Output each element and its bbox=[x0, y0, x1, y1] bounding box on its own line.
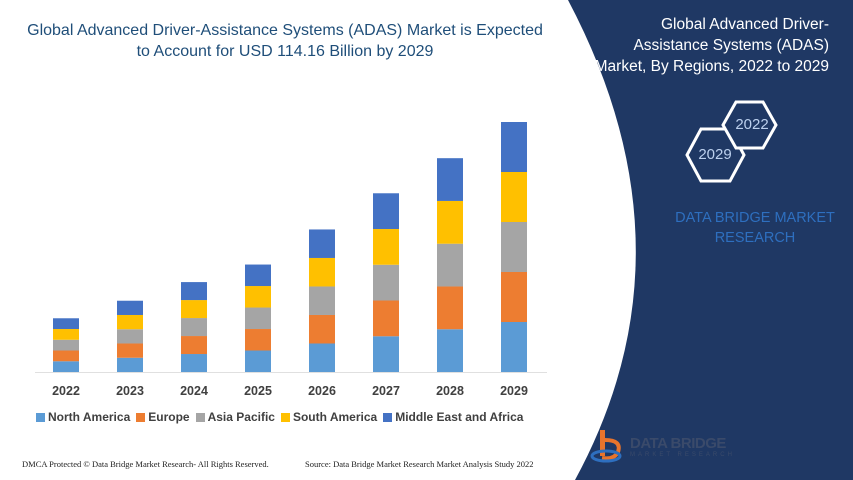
bar-2029-asia-pacific bbox=[501, 222, 527, 272]
bar-2026-south-america bbox=[309, 257, 335, 287]
side-panel-title: Global Advanced Driver-Assistance System… bbox=[594, 16, 829, 75]
bar-2028-south-america bbox=[437, 200, 463, 244]
bar-2022-middle-east-and-africa bbox=[53, 318, 79, 330]
bar-2025-middle-east-and-africa bbox=[245, 264, 271, 287]
logo-icon bbox=[590, 430, 622, 463]
legend-item: Europe bbox=[136, 410, 190, 424]
x-tick-label: 2024 bbox=[180, 384, 208, 398]
bar-2022-asia-pacific bbox=[53, 339, 79, 351]
bar-2024-north-america bbox=[181, 354, 207, 372]
bar-2028-asia-pacific bbox=[437, 243, 463, 287]
bar-2029-middle-east-and-africa bbox=[501, 122, 527, 172]
legend-item: North America bbox=[36, 410, 130, 424]
x-tick-label: 2023 bbox=[116, 384, 144, 398]
logo: DATA BRIDGE MARKET RESEARCH bbox=[590, 428, 735, 464]
x-tick-label: 2027 bbox=[372, 384, 400, 398]
legend-swatch bbox=[383, 412, 393, 422]
legend-item: South America bbox=[280, 410, 378, 424]
hex-label-2029: 2029 bbox=[698, 146, 732, 163]
brand-text: DATA BRIDGE MARKET RESEARCH bbox=[675, 210, 835, 246]
side-panel-bg bbox=[568, 0, 853, 480]
legend-swatch bbox=[136, 412, 146, 422]
chart-title: Global Advanced Driver-Assistance System… bbox=[27, 22, 543, 60]
x-tick-label: 2029 bbox=[500, 384, 528, 398]
bar-2023-south-america bbox=[117, 314, 143, 330]
bar-2027-middle-east-and-africa bbox=[373, 193, 399, 230]
bar-2027-south-america bbox=[373, 229, 399, 265]
bar-2022-europe bbox=[53, 350, 79, 362]
legend-label: Middle East and Africa bbox=[395, 410, 524, 424]
legend-swatch bbox=[195, 412, 205, 422]
bar-2022-south-america bbox=[53, 329, 79, 340]
bar-2025-asia-pacific bbox=[245, 307, 271, 330]
bar-2023-north-america bbox=[117, 357, 143, 372]
bar-2023-europe bbox=[117, 343, 143, 358]
x-tick-label: 2026 bbox=[308, 384, 336, 398]
legend-item: Asia Pacific bbox=[195, 410, 275, 424]
bar-2028-middle-east-and-africa bbox=[437, 158, 463, 201]
legend-item: Middle East and Africa bbox=[383, 410, 523, 424]
hexagon-2022 bbox=[721, 100, 778, 150]
bar-2027-europe bbox=[373, 300, 399, 337]
legend-swatch bbox=[280, 412, 290, 422]
bar-2029-south-america bbox=[501, 172, 527, 222]
legend-label: North America bbox=[48, 410, 131, 424]
chart-area: 2022 2023 2024 2025 2026 2027 2028 2029 bbox=[35, 122, 547, 398]
legend-label: Europe bbox=[148, 410, 190, 424]
bar-2022-north-america bbox=[53, 361, 79, 372]
legend-swatch bbox=[36, 412, 45, 422]
bar-2026-asia-pacific bbox=[309, 286, 335, 315]
bar-2023-middle-east-and-africa bbox=[117, 300, 143, 315]
footer-copyright: DMCA Protected © Data Bridge Market Rese… bbox=[22, 459, 269, 469]
bar-2029-europe bbox=[501, 272, 527, 322]
x-tick-label: 2022 bbox=[52, 384, 80, 398]
bar-2026-europe bbox=[309, 314, 335, 344]
bar-2026-north-america bbox=[309, 343, 335, 372]
logo-main-text: DATA BRIDGE bbox=[630, 434, 726, 452]
bar-2025-europe bbox=[245, 329, 271, 351]
legend-label: Asia Pacific bbox=[207, 410, 275, 424]
hexagon-2029 bbox=[685, 127, 746, 183]
bar-2028-europe bbox=[437, 286, 463, 330]
bar-2025-south-america bbox=[245, 286, 271, 308]
bar-2024-asia-pacific bbox=[181, 318, 207, 337]
logo-sub-text: MARKET RESEARCH bbox=[630, 451, 735, 458]
legend: North America Europe Asia Pacific South Ame… bbox=[36, 410, 523, 424]
bar-2028-north-america bbox=[437, 329, 463, 372]
bar-2029-north-america bbox=[501, 322, 527, 372]
footer-source: Source: Data Bridge Market Research Mark… bbox=[305, 459, 534, 469]
x-tick-label: 2025 bbox=[244, 384, 272, 398]
bar-2027-north-america bbox=[373, 336, 399, 372]
bar-2025-north-america bbox=[245, 350, 271, 372]
x-tick-label: 2028 bbox=[436, 384, 464, 398]
bar-2024-europe bbox=[181, 336, 207, 355]
bar-2027-asia-pacific bbox=[373, 264, 399, 301]
bar-2023-asia-pacific bbox=[117, 329, 143, 344]
bar-2024-south-america bbox=[181, 300, 207, 319]
bar-2024-middle-east-and-africa bbox=[181, 282, 207, 301]
bar-2026-middle-east-and-africa bbox=[309, 229, 335, 258]
hex-label-2022: 2022 bbox=[735, 116, 769, 133]
legend-label: South America bbox=[292, 410, 378, 424]
